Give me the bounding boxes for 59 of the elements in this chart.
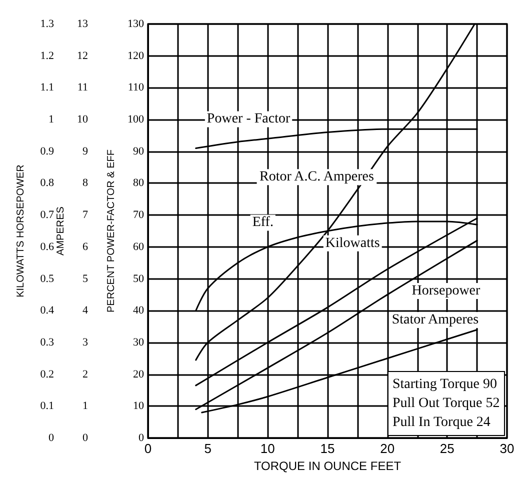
y-tick-label: 60 [133,240,144,253]
y-tick-label: 80 [133,177,144,190]
y-tick-label: 50 [133,272,144,285]
annotation: Starting Torque 90 Pull Out Torque 52 Pull In Torque 24 [392,377,500,430]
y-tick-label: 120 [128,50,144,62]
y-tick-label: 40 [133,304,144,317]
annotation: Power - Factor [206,112,290,127]
x-tick-label: 10 [260,441,275,456]
x-tick-label: 25 [440,441,454,456]
annotation: Horsepower [412,284,481,299]
y2-tick-label: 0 [82,432,88,444]
x-axis-title: TORQUE IN OUNCE FEET [254,458,402,473]
y2-axis-title: AMPERES [56,206,67,256]
y2-tick-label: 3 [82,336,88,348]
y2-tick-label: 6 [82,240,88,253]
annotation: Stator Amperes [392,312,479,328]
annotation: Kilowatts [325,236,380,251]
y3-tick-label: 1.3 [40,18,54,30]
y2-tick-label: 13 [77,18,88,30]
y-tick-label: 0 [138,432,144,444]
y2-tick-label: 1 [82,400,88,412]
y3-tick-label: 1.1 [40,82,54,94]
y2-tick-label: 12 [77,50,88,62]
y2-tick-label: 9 [82,145,88,158]
y3-tick-label: 1.2 [40,50,54,62]
y3-tick-label: 0.3 [40,336,54,348]
y3-tick-label: 0 [48,432,54,444]
y-tick-label: 70 [133,209,144,222]
x-tick-label: 15 [320,441,335,456]
y-tick-label: 10 [133,400,144,412]
y-tick-label: 90 [133,145,144,158]
y3-tick-label: 0.8 [40,177,54,190]
y2-tick-label: 2 [82,368,88,380]
y-tick-label: 30 [133,336,144,348]
y3-tick-label: 0.9 [40,145,54,158]
y3-tick-label: 0.1 [40,400,54,412]
y3-tick-label: 0.7 [40,209,54,222]
x-tick-label: 20 [380,441,395,456]
y3-tick-label: 1 [48,114,54,126]
y3-axis-title: KILOWATTS HORSEPOWER [16,164,26,298]
y-axis-title: PERCENT POWER-FACTOR & EFF [106,150,118,312]
y2-tick-label: 10 [77,114,88,126]
annotation: Eff. [252,215,274,230]
y-tick-label: 130 [128,18,144,30]
y-tick-label: 20 [133,368,144,380]
y3-tick-label: 0.4 [40,304,54,317]
y-tick-label: 100 [128,114,144,126]
y2-tick-label: 7 [82,209,88,222]
y2-tick-label: 8 [82,177,88,190]
y2-tick-label: 4 [82,304,88,317]
annotation: Rotor A.C. Amperes [260,170,374,185]
y2-tick-label: 11 [77,82,88,94]
y-tick-label: 110 [128,82,144,94]
y2-tick-label: 5 [82,272,88,285]
x-tick-label: 5 [204,441,212,456]
y3-tick-label: 0.5 [40,272,54,285]
y3-tick-label: 0.2 [40,368,54,380]
x-tick-label: 30 [500,441,514,456]
y3-tick-label: 0.6 [40,240,54,253]
